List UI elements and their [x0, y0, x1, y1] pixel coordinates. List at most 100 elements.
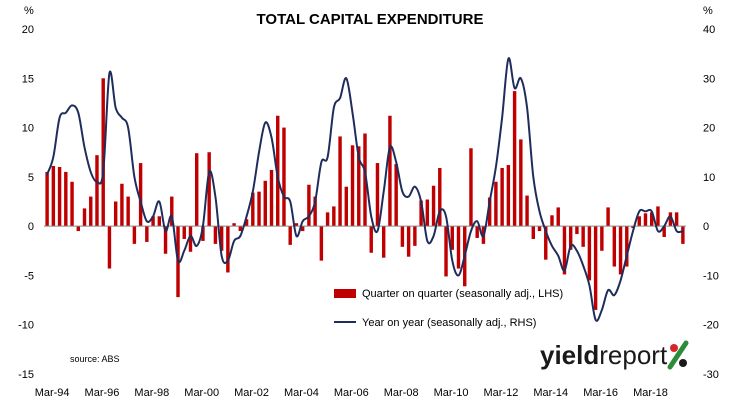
qoq-bar [444, 226, 448, 277]
qoq-bar [207, 152, 211, 227]
qoq-bar [631, 226, 635, 229]
qoq-bar [419, 200, 423, 227]
qoq-bar [89, 196, 93, 227]
right-tick-label: 20 [703, 123, 715, 135]
qoq-bar [238, 226, 243, 232]
qoq-bar [668, 212, 673, 227]
x-tick-label: Mar-14 [533, 387, 568, 399]
qoq-bar [575, 226, 579, 235]
qoq-bar [332, 206, 336, 227]
qoq-bar [475, 226, 479, 238]
left-tick-label: 20 [22, 24, 34, 36]
qoq-bar [400, 226, 405, 247]
qoq-bar [681, 226, 685, 244]
qoq-bar [157, 216, 162, 227]
legend-line-label: Year on year (seasonally adj., RHS) [362, 317, 536, 329]
qoq-bar [163, 226, 168, 254]
qoq-bar [269, 169, 274, 227]
qoq-bar [95, 155, 99, 227]
legend-bar-label: Quarter on quarter (seasonally adj., LHS… [362, 288, 563, 300]
qoq-bar [469, 148, 473, 227]
qoq-bar [51, 166, 56, 227]
right-axis-ticks: 40 30 20 10 0 -10 -20 -30 [703, 24, 719, 381]
percent-icon [667, 340, 689, 370]
qoq-bar [263, 180, 267, 227]
qoq-bar [251, 192, 255, 227]
qoq-bar [138, 163, 143, 227]
qoq-bar [276, 115, 280, 227]
qoq-bar [388, 115, 392, 227]
qoq-bar [593, 226, 598, 310]
qoq-bar [375, 163, 380, 227]
qoq-bar [406, 226, 411, 257]
qoq-bars [45, 78, 685, 310]
qoq-bar [344, 186, 349, 227]
legend-bar-swatch [334, 289, 356, 298]
qoq-bar [487, 197, 492, 227]
qoq-bar [519, 139, 523, 227]
qoq-bar [113, 201, 118, 227]
source-note: source: ABS [70, 354, 120, 364]
qoq-bar [126, 196, 130, 227]
qoq-bar [201, 226, 205, 241]
qoq-bar [338, 136, 342, 227]
qoq-bar [307, 184, 311, 227]
qoq-bar [82, 208, 87, 227]
qoq-bar [313, 196, 317, 227]
qoq-bar [188, 226, 193, 252]
qoq-bar [282, 127, 286, 227]
qoq-bar [606, 207, 610, 227]
x-tick-label: Mar-08 [384, 387, 419, 399]
qoq-bar [581, 226, 585, 247]
right-tick-label: 40 [703, 24, 715, 36]
qoq-bar [568, 226, 573, 250]
qoq-bar [587, 226, 592, 281]
x-tick-label: Mar-12 [483, 387, 518, 399]
chart-title: TOTAL CAPITAL EXPENDITURE [257, 11, 484, 28]
qoq-bar [219, 226, 224, 251]
yieldreport-logo: yieldreport [540, 340, 689, 370]
x-tick-label: Mar-16 [583, 387, 618, 399]
yoy-line [46, 57, 684, 322]
right-tick-label: 0 [703, 221, 709, 233]
qoq-bar [618, 226, 623, 275]
left-tick-label: 15 [22, 73, 34, 85]
qoq-bar [381, 226, 386, 258]
qoq-bar [300, 226, 305, 232]
x-tick-label: Mar-10 [434, 387, 469, 399]
qoq-bar [650, 212, 654, 227]
qoq-bar [57, 167, 62, 227]
x-tick-label: Mar-98 [134, 387, 169, 399]
qoq-bar [294, 223, 299, 227]
qoq-bar [357, 146, 361, 227]
qoq-bar [637, 216, 641, 227]
right-tick-label: -20 [703, 320, 719, 332]
qoq-bar [232, 223, 236, 227]
qoq-bar [107, 226, 112, 269]
left-axis-ticks: 20 15 10 5 0 -5 -10 -15 [18, 24, 34, 381]
qoq-bar [431, 185, 436, 227]
qoq-bar [257, 191, 261, 227]
x-tick-label: Mar-94 [35, 387, 70, 399]
qoq-bar [76, 226, 80, 232]
qoq-bar [132, 226, 137, 244]
qoq-bar [556, 207, 560, 227]
qoq-bar [64, 171, 68, 227]
qoq-bar [600, 226, 604, 251]
qoq-bar [506, 165, 511, 227]
qoq-bar [363, 133, 367, 227]
qoq-bar [369, 226, 373, 253]
x-tick-label: Mar-04 [284, 387, 319, 399]
qoq-bar [494, 181, 498, 227]
x-tick-label: Mar-96 [85, 387, 120, 399]
qoq-bar [319, 226, 324, 261]
right-axis-unit: % [703, 5, 713, 17]
right-tick-label: 30 [703, 73, 715, 85]
left-tick-label: -5 [24, 270, 34, 282]
qoq-bar [182, 226, 186, 239]
left-axis-unit: % [24, 5, 34, 17]
qoq-bar [45, 171, 49, 227]
legend: Quarter on quarter (seasonally adj., LHS… [334, 288, 563, 329]
qoq-bar [674, 212, 679, 227]
qoq-bar [450, 226, 454, 250]
